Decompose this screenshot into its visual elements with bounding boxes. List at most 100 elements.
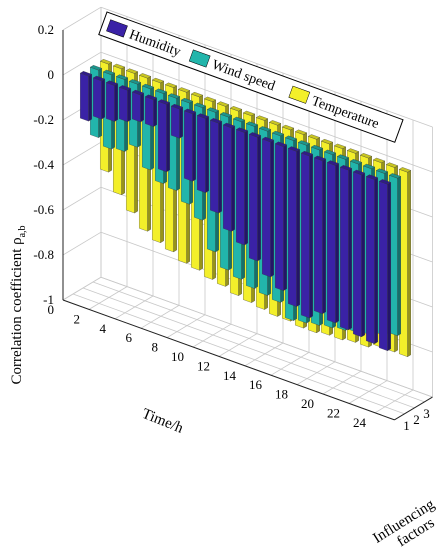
bar-front-face [314, 157, 323, 314]
value-axis-title: Correlation coefficient ρa,b [9, 225, 28, 384]
bar-side-face [361, 172, 365, 338]
bar-top-face [255, 115, 269, 121]
bar-top-face [141, 83, 155, 90]
bar-top-face [271, 130, 285, 137]
time-tick-label: 14 [223, 368, 237, 383]
bar-top-face [193, 102, 207, 108]
bar-humidity [183, 108, 197, 182]
grid-line [322, 370, 362, 395]
bar-humidity [274, 141, 288, 291]
value-tick-label: 0.2 [38, 22, 54, 37]
bar-side-face [296, 149, 300, 307]
bar-humidity [118, 85, 132, 123]
time-tick-label: 6 [126, 330, 133, 345]
bar-side-face [192, 111, 196, 182]
bar-top-face [128, 79, 142, 85]
bar-front-face [353, 171, 362, 338]
value-tick-label: -1 [43, 292, 54, 307]
grid-line [72, 293, 405, 415]
bar-top-face [310, 144, 324, 151]
bar-side-face [140, 92, 144, 123]
time-tick-label: 24 [353, 415, 367, 430]
grid-line [348, 380, 388, 404]
bar-top-face [245, 121, 259, 127]
bar-top-face [352, 169, 366, 176]
bar-side-face [179, 106, 183, 139]
value-tick-label: -0.8 [33, 247, 54, 262]
bar-top-face [144, 94, 158, 100]
bar-top-face [138, 73, 152, 79]
bar-top-face [232, 116, 246, 123]
grid-line [82, 287, 415, 409]
bar-humidity [352, 169, 366, 338]
bar-humidity [144, 94, 158, 127]
bar-front-face [223, 124, 232, 232]
bar-top-face [258, 126, 272, 132]
bar-top-face [164, 82, 178, 88]
bar-top-face [154, 88, 168, 94]
value-tick-label: 0 [48, 67, 55, 82]
bar-top-face [157, 99, 171, 105]
bar-top-face [274, 141, 288, 147]
bar-top-face [287, 146, 301, 152]
bar-top-face [151, 77, 165, 84]
bar-front-face [210, 119, 219, 214]
bar-humidity [248, 132, 262, 262]
bar-top-face [333, 143, 347, 149]
bar-front-face [119, 87, 128, 122]
bar-front-face [171, 105, 180, 139]
value-tick-label: -0.2 [33, 112, 54, 127]
bar-top-face [183, 108, 197, 114]
grid-line [62, 231, 102, 256]
bar-front-face [262, 138, 271, 278]
grid-line [374, 389, 414, 414]
bar-front-face [327, 162, 336, 324]
grid-line [62, 51, 102, 76]
grid-line [218, 333, 258, 357]
bar-top-face [388, 173, 402, 179]
grid-line [166, 314, 206, 338]
bar-front-face [366, 176, 375, 345]
bar-side-face [374, 177, 378, 345]
bar-top-face [79, 71, 93, 77]
bar-humidity [313, 155, 327, 315]
bar-front-face [106, 82, 115, 122]
bar-humidity [326, 160, 340, 324]
grid-line [270, 352, 310, 376]
bar-top-face [359, 153, 373, 159]
bar-top-face [196, 113, 210, 119]
bar-humidity [131, 89, 145, 123]
bar-top-face [294, 129, 308, 135]
grid-line [88, 286, 128, 310]
bar-top-face [300, 150, 314, 157]
bar-side-face [270, 139, 274, 278]
bar-front-face [132, 91, 141, 123]
bar-humidity [339, 165, 353, 331]
bar-top-face [284, 135, 298, 141]
grid-line [62, 186, 102, 211]
time-axis-title: Time/h [140, 406, 186, 437]
bar-front-face [379, 181, 388, 351]
bar-humidity [365, 174, 379, 345]
bar-humidity [196, 113, 210, 193]
time-tick-label: 22 [327, 405, 340, 420]
bar-front-face [249, 134, 258, 262]
bar-front-face [197, 115, 206, 193]
bar-top-face [281, 124, 295, 131]
bar-top-face [378, 179, 392, 185]
bar-top-face [398, 167, 412, 173]
grid-line [62, 6, 102, 31]
bar-top-face [297, 140, 311, 146]
time-axis-line [62, 299, 395, 421]
value-axis-title-subscript: a,b [17, 225, 28, 237]
grid-line [192, 323, 232, 348]
bar-top-face [320, 138, 334, 145]
value-tick-label: -0.6 [33, 202, 54, 217]
legend-swatch [288, 85, 311, 104]
bar-side-face [166, 102, 170, 173]
bar-top-face [167, 93, 181, 99]
bar-top-face [336, 154, 350, 160]
time-tick-label: 12 [197, 358, 210, 373]
bar-top-face [326, 160, 340, 166]
